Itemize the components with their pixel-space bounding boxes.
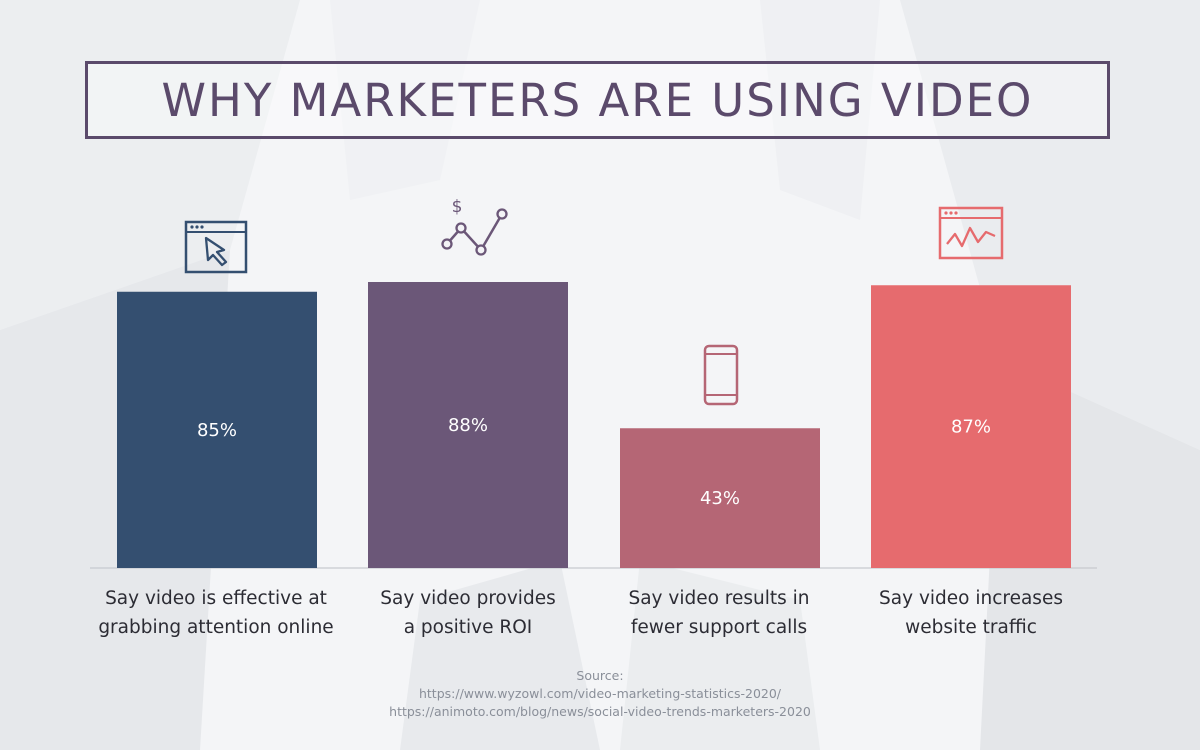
smartphone-icon bbox=[703, 344, 739, 406]
category-label-3-line-0: Say video increases bbox=[879, 588, 1063, 609]
browser-cursor-icon bbox=[184, 220, 248, 274]
page-title: WHY MARKETERS ARE USING VIDEO bbox=[161, 73, 1034, 127]
category-label-2: Say video results in fewer support calls bbox=[589, 584, 849, 642]
category-label-1-line-0: Say video provides bbox=[380, 588, 556, 609]
source-link-1[interactable]: https://animoto.com/blog/news/social-vid… bbox=[389, 704, 811, 719]
category-label-0: Say video is effective at grabbing atten… bbox=[86, 584, 346, 642]
bar-3 bbox=[871, 285, 1071, 568]
bar-1 bbox=[368, 282, 568, 568]
browser-chart-icon bbox=[938, 206, 1004, 260]
category-label-1-line-1: a positive ROI bbox=[403, 617, 533, 638]
category-label-3-line-1: website traffic bbox=[905, 617, 1037, 638]
bar-value-label-3: 87% bbox=[951, 417, 991, 438]
category-label-0-line-1: grabbing attention online bbox=[98, 617, 334, 638]
category-label-0-line-0: Say video is effective at bbox=[105, 588, 327, 609]
category-label-1: Say video provides a positive ROI bbox=[338, 584, 598, 642]
title-box: WHY MARKETERS ARE USING VIDEO bbox=[85, 61, 1110, 139]
category-label-2-line-1: fewer support calls bbox=[630, 617, 808, 638]
source-note: Source: https://www.wyzowl.com/video-mar… bbox=[300, 667, 900, 721]
bar-value-label-2: 43% bbox=[700, 488, 740, 509]
source-label: Source: bbox=[576, 668, 624, 683]
bar-2 bbox=[620, 428, 820, 568]
source-link-0[interactable]: https://www.wyzowl.com/video-marketing-s… bbox=[418, 686, 782, 701]
category-label-3: Say video increases website traffic bbox=[841, 584, 1101, 642]
svg-text:$: $ bbox=[452, 197, 463, 217]
bar-value-label-0: 85% bbox=[197, 420, 237, 441]
dollar-trend-icon: $ bbox=[441, 197, 508, 256]
bar-value-label-1: 88% bbox=[448, 415, 488, 436]
category-label-2-line-0: Say video results in bbox=[628, 588, 810, 609]
bar-0 bbox=[117, 291, 317, 568]
